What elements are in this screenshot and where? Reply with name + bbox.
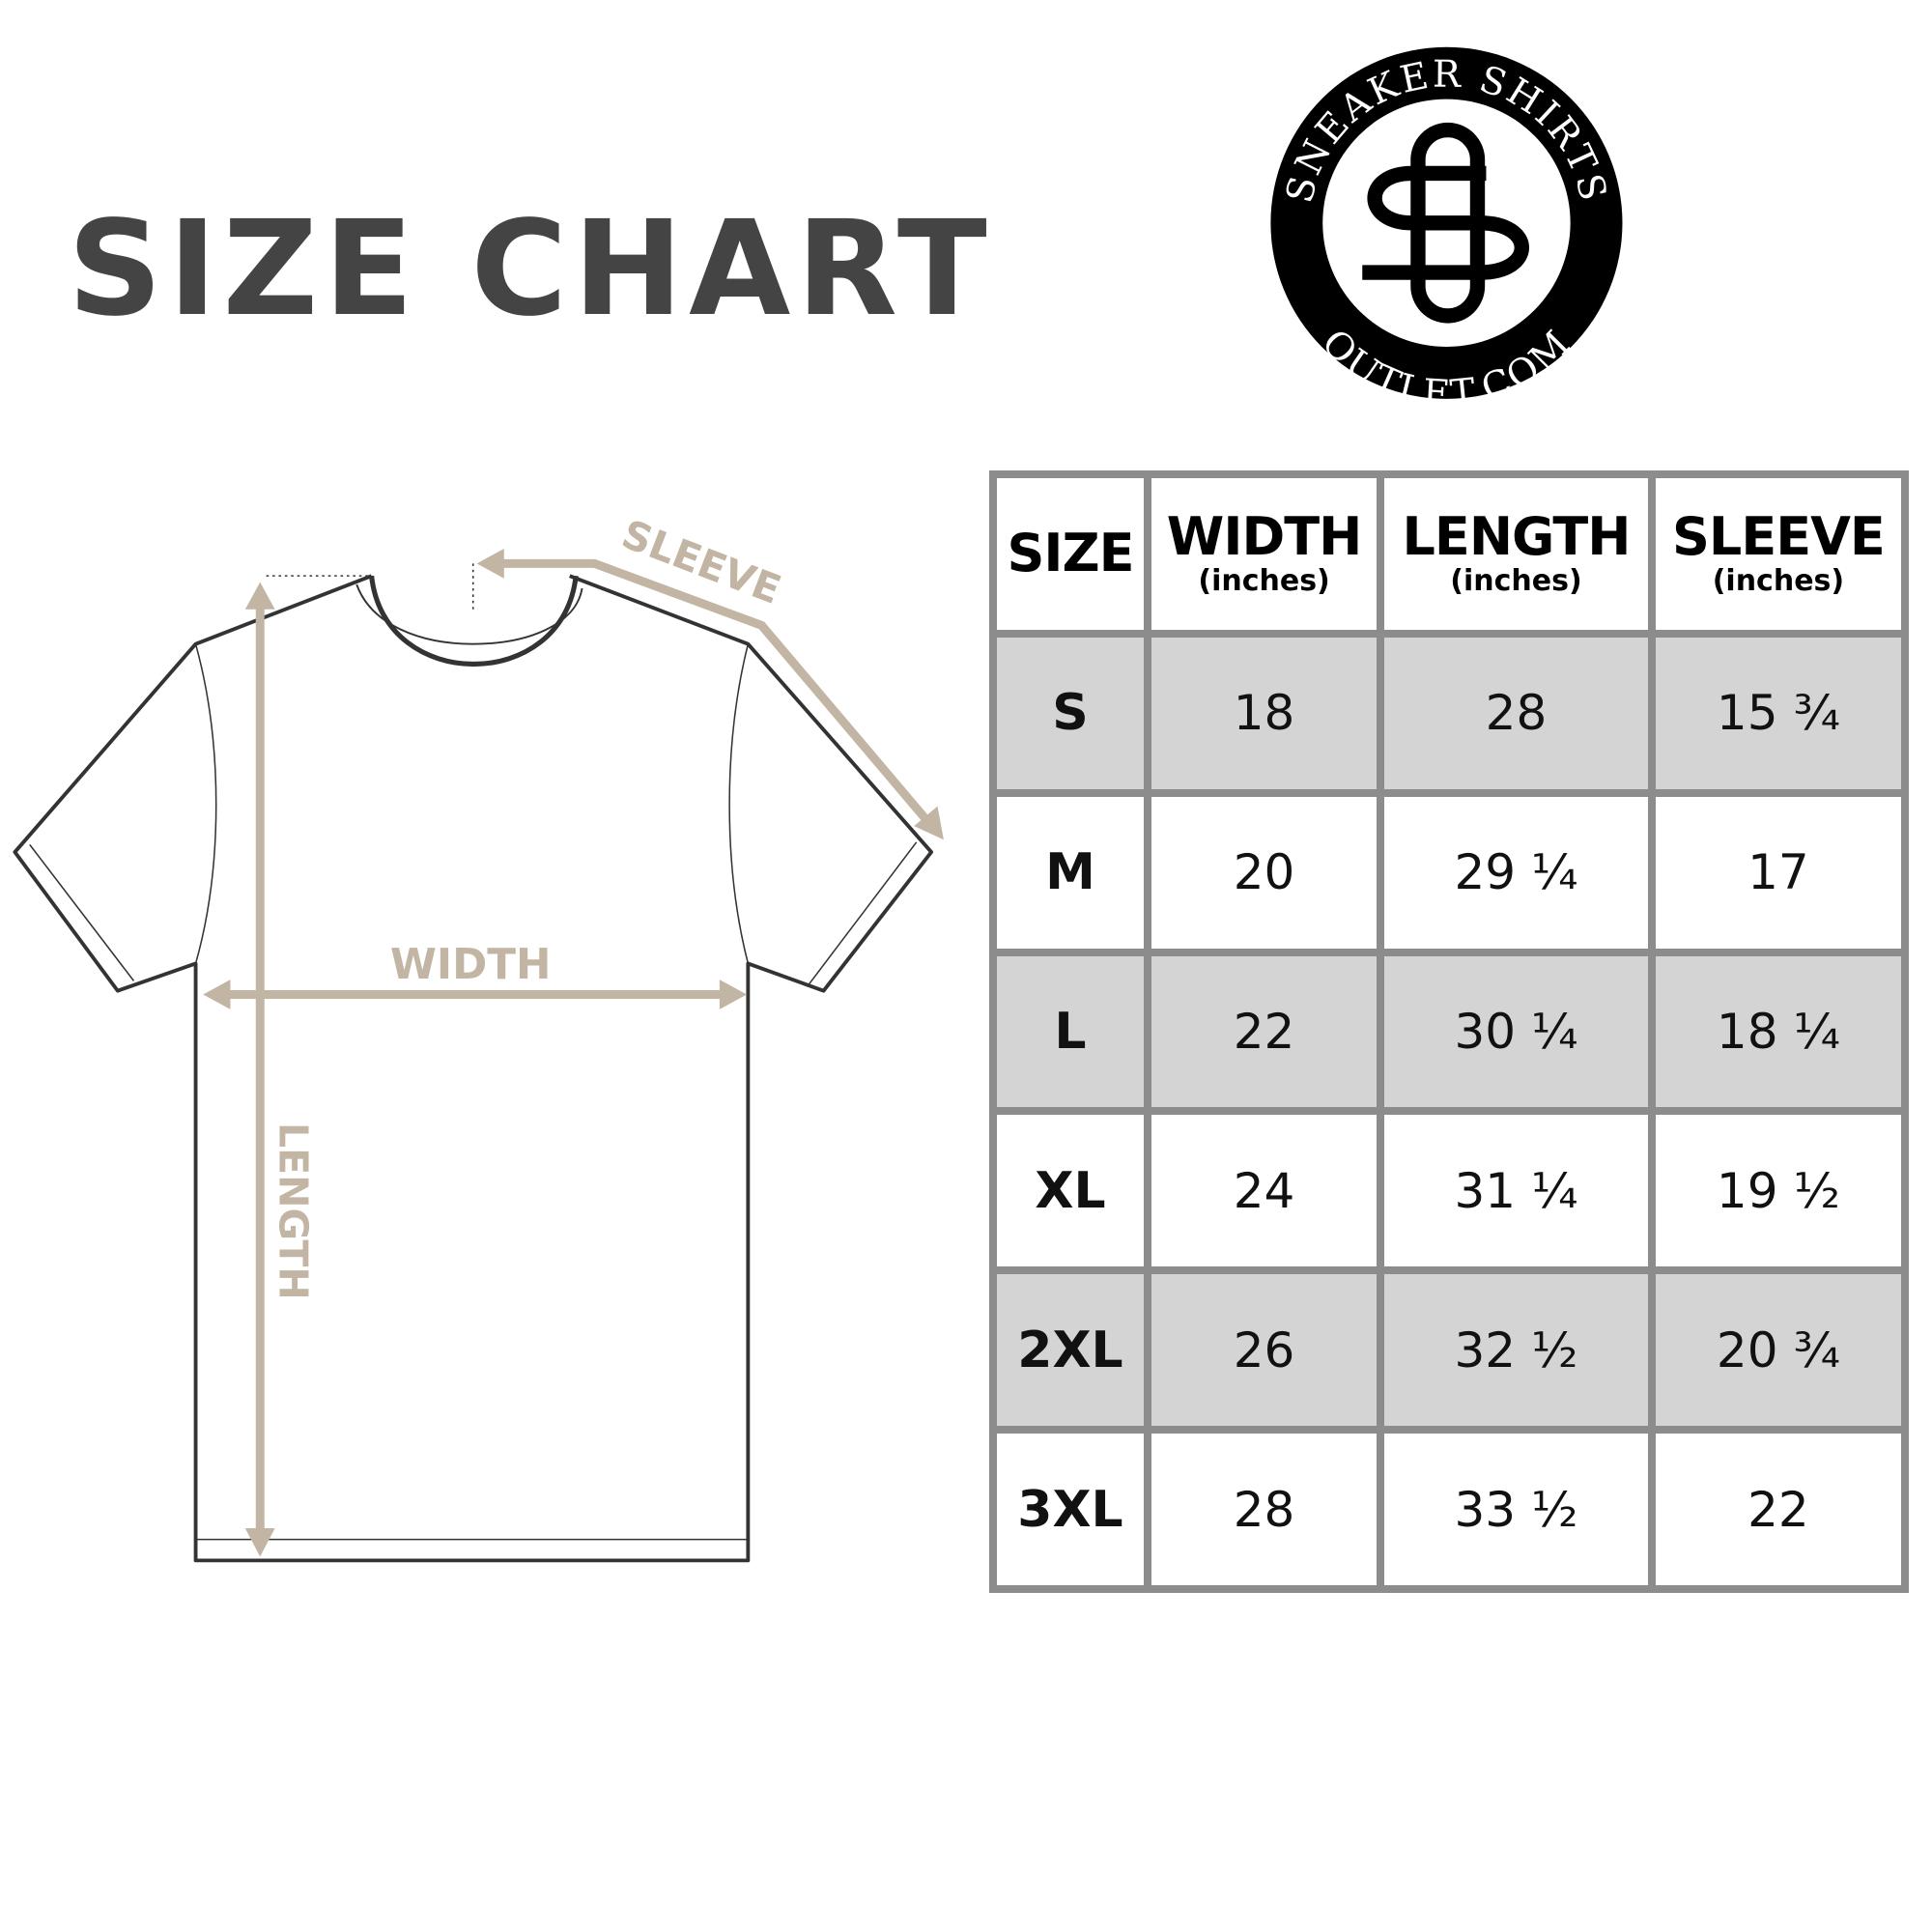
size-cell: 3XL xyxy=(989,1426,1151,1593)
header-length: LENGTH (inches) xyxy=(1377,470,1656,638)
table-row: 2XL 26 32 ½ 20 ¾ xyxy=(989,1266,1910,1435)
width-cell: 20 xyxy=(1143,788,1385,956)
width-label: WIDTH xyxy=(390,941,552,989)
header-sleeve: SLEEVE (inches) xyxy=(1647,470,1910,638)
width-cell: 28 xyxy=(1143,1426,1385,1593)
size-cell: XL xyxy=(989,1107,1151,1275)
guide-dotted-lines xyxy=(266,563,474,610)
length-label: LENGTH xyxy=(270,1122,317,1300)
size-cell: 2XL xyxy=(989,1266,1151,1435)
table-header-row: SIZE WIDTH (inches) LENGTH (inches) SLEEVE… xyxy=(989,470,1910,638)
sleeve-cell: 22 xyxy=(1647,1426,1910,1593)
size-cell: S xyxy=(989,629,1151,797)
width-cell: 24 xyxy=(1143,1107,1385,1275)
logo-monogram-icon xyxy=(1362,122,1529,324)
table-row: 3XL 28 33 ½ 22 xyxy=(989,1426,1910,1593)
size-cell: M xyxy=(989,788,1151,956)
sleeve-cell: 18 ¼ xyxy=(1647,948,1910,1116)
header-size: SIZE xyxy=(989,470,1151,638)
measurement-arrows xyxy=(203,548,944,1557)
brand-logo: SNEAKER SHIRTS OUTLET.COM xyxy=(1270,46,1623,416)
length-cell: 31 ¼ xyxy=(1377,1107,1656,1275)
sleeve-label: SLEEVE xyxy=(615,511,786,613)
page-title: SIZE CHART xyxy=(68,193,993,346)
table-row: M 20 29 ¼ 17 xyxy=(989,788,1910,956)
sleeve-cell: 17 xyxy=(1647,788,1910,956)
length-cell: 30 ¼ xyxy=(1377,948,1656,1116)
tshirt-outline xyxy=(13,574,934,1563)
width-cell: 22 xyxy=(1143,948,1385,1116)
header-width: WIDTH (inches) xyxy=(1143,470,1385,638)
length-cell: 33 ½ xyxy=(1377,1426,1656,1593)
size-table: SIZE WIDTH (inches) LENGTH (inches) SLEEVE… xyxy=(989,470,1910,1593)
size-cell: L xyxy=(989,948,1151,1116)
sleeve-cell: 19 ½ xyxy=(1647,1107,1910,1275)
table-row: L 22 30 ¼ 18 ¼ xyxy=(989,948,1910,1116)
width-cell: 26 xyxy=(1143,1266,1385,1435)
sleeve-cell: 15 ¾ xyxy=(1647,629,1910,797)
length-cell: 28 xyxy=(1377,629,1656,797)
length-cell: 29 ¼ xyxy=(1377,788,1656,956)
sleeve-cell: 20 ¾ xyxy=(1647,1266,1910,1435)
table-row: XL 24 31 ¼ 19 ½ xyxy=(989,1107,1910,1275)
length-cell: 32 ½ xyxy=(1377,1266,1656,1435)
width-cell: 18 xyxy=(1143,629,1385,797)
table-row: S 18 28 15 ¾ xyxy=(989,629,1910,797)
